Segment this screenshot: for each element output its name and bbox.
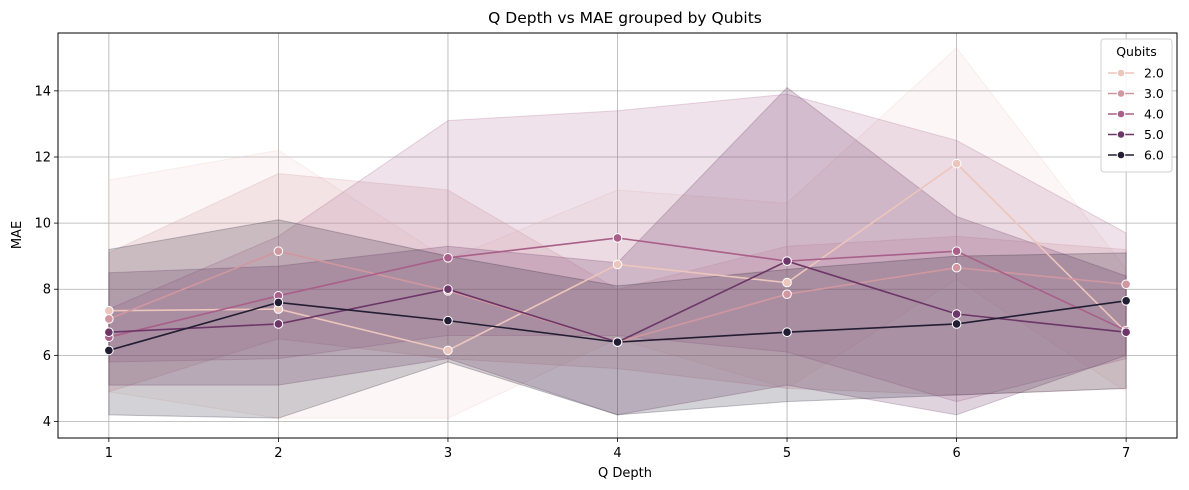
data-point [273, 246, 284, 257]
x-tick-label: 1 [105, 446, 113, 461]
data-point [782, 277, 792, 288]
data-point [1121, 327, 1131, 338]
data-point [1121, 279, 1131, 290]
confidence-bands [108, 47, 1127, 419]
legend-title: Qubits [1116, 44, 1157, 59]
data-point [273, 297, 284, 308]
data-point [104, 345, 114, 356]
data-point [104, 327, 114, 338]
y-tick-label: 4 [43, 415, 51, 430]
data-point [104, 314, 114, 324]
grid [58, 33, 1177, 438]
chart-title: Q Depth vs MAE grouped by Qubits [488, 9, 762, 27]
ci-band-5 [108, 219, 1127, 419]
data-point [1121, 295, 1131, 306]
data-point [612, 337, 623, 347]
legend-label: 4.0 [1144, 107, 1164, 122]
legend-marker [1116, 150, 1126, 160]
data-point [612, 259, 623, 270]
data-point [951, 158, 962, 169]
x-axis-title: Q Depth [598, 466, 652, 481]
legend-label: 5.0 [1144, 127, 1164, 142]
legend-marker [1116, 89, 1126, 98]
y-tick-label: 12 [34, 150, 51, 165]
x-tick-label: 2 [274, 446, 282, 461]
data-point [443, 253, 453, 263]
data-point [443, 345, 453, 356]
legend-marker [1116, 109, 1126, 119]
y-tick-label: 14 [34, 84, 51, 99]
x-tick-label: 7 [1122, 446, 1130, 461]
data-point [273, 319, 284, 329]
legend-label: 6.0 [1144, 148, 1164, 163]
x-tick-label: 3 [444, 446, 452, 461]
legend-marker [1116, 68, 1126, 78]
ci-band-2 [108, 172, 1127, 396]
x-tick-label: 6 [952, 446, 960, 461]
series-points [104, 158, 1131, 356]
data-point [104, 305, 114, 316]
ci-band-3 [108, 93, 1127, 403]
legend: Qubits 2.0 3.0 4.0 5.0 6.0 [1100, 38, 1173, 173]
data-point [951, 309, 962, 319]
x-tick-label: 5 [783, 446, 791, 461]
y-tick-label: 8 [43, 283, 51, 298]
data-point [612, 233, 623, 243]
data-point [951, 319, 962, 329]
y-axis-title: MAE [10, 221, 25, 249]
data-point [782, 327, 792, 338]
ci-band-1 [108, 47, 1127, 419]
data-point [443, 284, 453, 295]
legend-label: 3.0 [1144, 86, 1164, 101]
data-point [951, 262, 962, 273]
legend-label: 2.0 [1144, 66, 1164, 81]
x-tick-label: 4 [613, 446, 621, 461]
data-point [951, 246, 962, 257]
y-tick-label: 6 [43, 349, 51, 364]
data-point [443, 315, 453, 326]
data-point [782, 256, 792, 266]
y-tick-label: 10 [34, 217, 51, 232]
data-point [782, 289, 792, 299]
legend-marker [1116, 130, 1126, 139]
